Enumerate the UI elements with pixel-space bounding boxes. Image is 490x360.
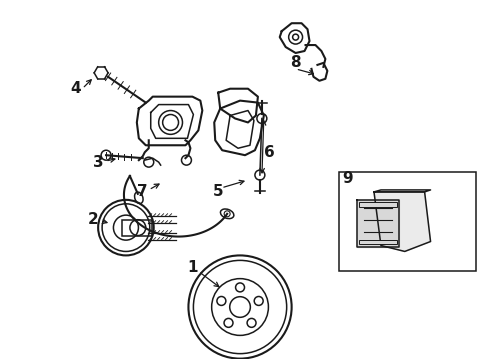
Text: 7: 7 bbox=[138, 184, 148, 199]
Bar bbox=[339, 172, 476, 271]
Bar bbox=[359, 202, 397, 207]
Text: 9: 9 bbox=[342, 171, 352, 185]
Bar bbox=[359, 239, 397, 244]
Text: 2: 2 bbox=[88, 212, 98, 227]
Polygon shape bbox=[357, 200, 399, 247]
Polygon shape bbox=[374, 192, 431, 251]
Text: 6: 6 bbox=[265, 145, 275, 160]
Text: 5: 5 bbox=[213, 184, 223, 199]
Text: 8: 8 bbox=[290, 55, 301, 71]
Text: 3: 3 bbox=[93, 155, 103, 170]
Text: 4: 4 bbox=[70, 81, 81, 96]
Bar bbox=[122, 220, 152, 235]
Text: 1: 1 bbox=[187, 260, 197, 275]
